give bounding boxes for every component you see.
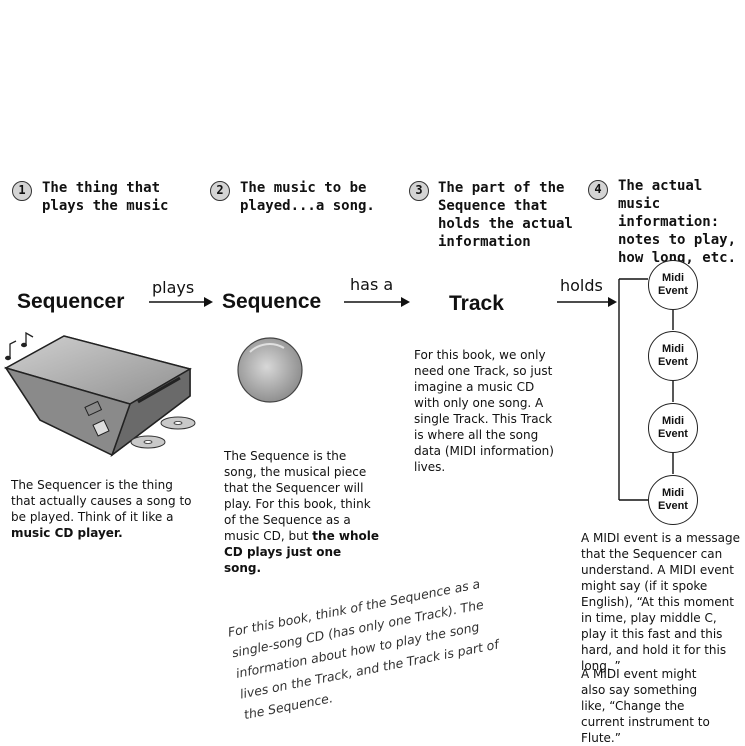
step-2-text: The music to be played...a song.: [240, 180, 375, 214]
sequence-description-text: The Sequence is the song, the musical pi…: [224, 449, 371, 543]
sequence-label: Sequence: [222, 290, 322, 313]
relation-has-a-label: has a: [350, 275, 394, 294]
arrow-has-a: [344, 297, 410, 307]
midi-event-3: Midi Event: [648, 403, 698, 453]
cd-player-image: [4, 331, 196, 458]
track-description: For this book, we only need one Track, s…: [414, 348, 554, 474]
midi-bracket: [618, 278, 674, 501]
relation-holds-label: holds: [560, 276, 603, 295]
sequencer-label: Sequencer: [17, 290, 125, 313]
midi-event-4: Midi Event: [648, 475, 698, 525]
sequence-description: The Sequence is the song, the musical pi…: [224, 448, 381, 576]
sequencer-description: The Sequencer is the thing that actually…: [11, 477, 201, 541]
arrow-plays: [149, 297, 213, 307]
midi-event-1: Midi Event: [648, 260, 698, 310]
sequencer-description-bold: music CD player.: [11, 526, 123, 540]
step-3-number: 3: [409, 181, 429, 201]
arrow-holds: [557, 297, 617, 307]
sequencer-description-text: The Sequencer is the thing that actually…: [11, 478, 192, 524]
midi-event-description-2: A MIDI event might also say something li…: [581, 667, 710, 745]
midi-event-description: A MIDI event is a message that the Seque…: [581, 531, 740, 673]
midi-event-2: Midi Event: [648, 331, 698, 381]
step-4-number: 4: [588, 180, 608, 200]
relation-plays-label: plays: [152, 278, 195, 297]
sequence-description-bold: the whole CD plays just one song.: [224, 529, 380, 575]
step-2-number: 2: [210, 181, 230, 201]
cd-image: [237, 337, 303, 403]
step-3-text: The part of the Sequence that holds the …: [438, 180, 573, 250]
track-label: Track: [449, 292, 504, 315]
step-1-text: The thing that plays the music: [42, 180, 169, 214]
step-1-number: 1: [12, 181, 32, 201]
